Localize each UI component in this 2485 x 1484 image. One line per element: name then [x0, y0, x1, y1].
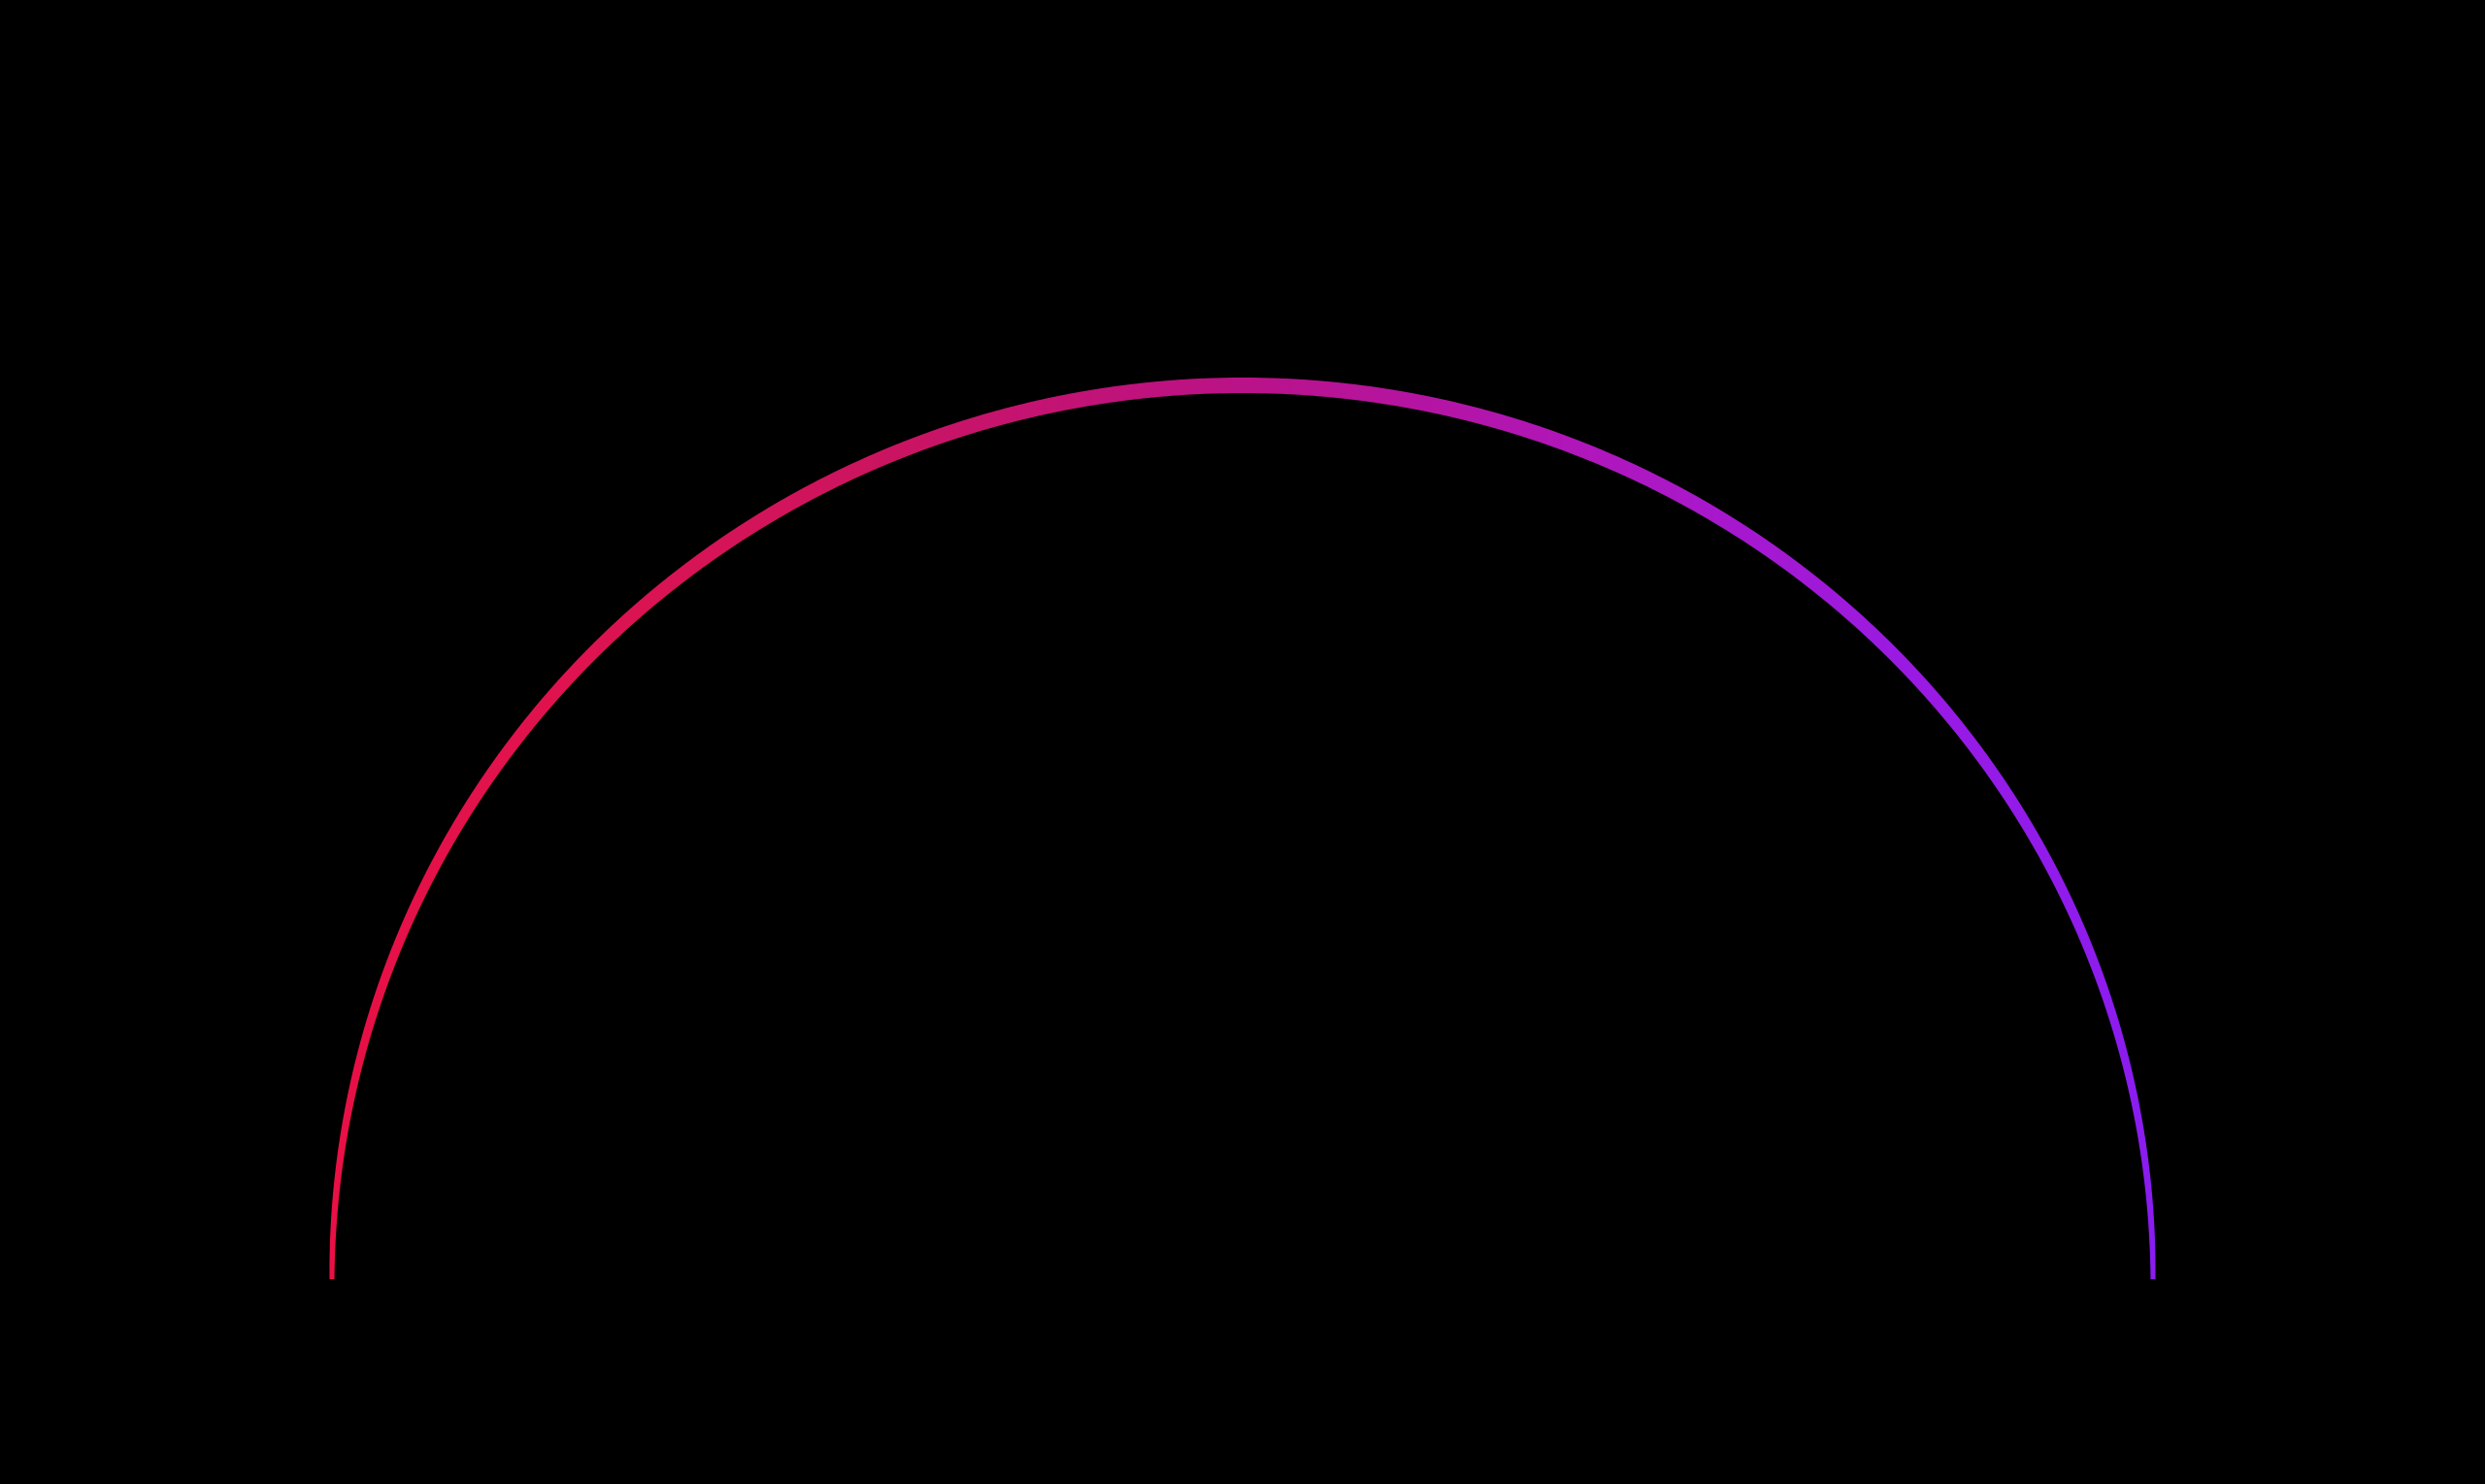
arc-canvas [0, 0, 2485, 1484]
arc-figure [0, 0, 2485, 1484]
background-rect [0, 0, 2485, 1484]
